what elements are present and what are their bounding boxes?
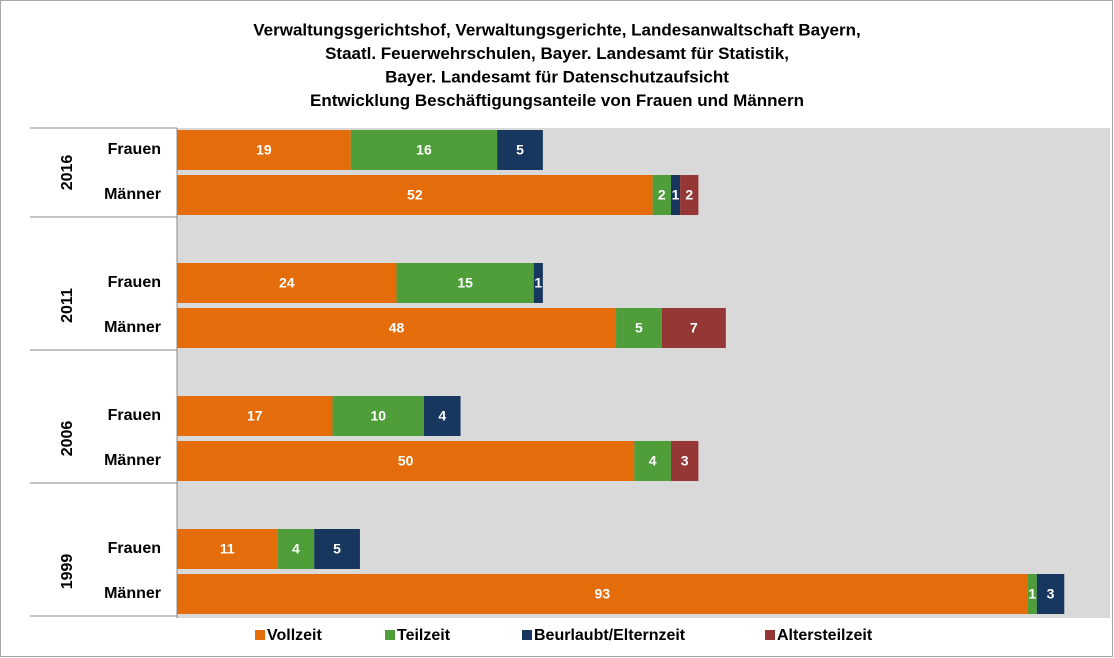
data-label: 2 [685,187,693,203]
data-label: 5 [333,541,341,557]
bar-segment [661,308,726,348]
bar-segment [314,529,360,569]
bar-segment [680,175,699,215]
data-label: 52 [407,187,423,203]
bar-segment [670,441,699,481]
y-tick-label: Männer [104,186,161,203]
y-tick-label: Männer [104,585,161,602]
y-tick-label: Frauen [108,274,161,291]
data-label: 5 [516,142,524,158]
data-label: 1 [672,187,680,203]
data-label: 3 [681,453,689,469]
chart-title: Verwaltungsgerichtshof, Verwaltungsgeric… [253,20,860,39]
legend-swatch [765,630,775,640]
group-label: 2016 [59,155,76,191]
data-label: 19 [256,142,272,158]
bar-segment [1027,574,1037,614]
bar-segment [177,529,278,569]
data-label: 16 [416,142,432,158]
data-label: 5 [635,320,643,336]
y-tick-label: Männer [104,319,161,336]
legend-label: Teilzeit [397,627,451,644]
data-label: 93 [595,586,611,602]
bar-segment [332,396,424,436]
bar-segment [634,441,671,481]
data-label: 10 [370,408,386,424]
bar-segment [177,441,635,481]
data-label: 4 [438,408,446,424]
data-label: 1 [1028,586,1036,602]
bar-segment [177,263,397,303]
data-label: 50 [398,453,414,469]
legend-label: Beurlaubt/Elternzeit [534,627,686,644]
group-label: 2011 [59,288,76,323]
bar-segment [177,308,617,348]
data-label: 48 [389,320,405,336]
y-tick-label: Frauen [108,407,161,424]
bar-segment [177,396,333,436]
legend-label: Altersteilzeit [777,627,873,644]
legend-swatch [522,630,532,640]
legend-label: Vollzeit [267,627,322,644]
bar-segment [350,130,498,170]
y-tick-label: Männer [104,452,161,469]
bar-segment [177,130,351,170]
bar-segment [277,529,315,569]
y-tick-label: Frauen [108,540,161,557]
data-label: 17 [247,408,263,424]
data-label: 4 [649,453,657,469]
bar-segment [177,574,1028,614]
bar-segment [177,175,653,215]
chart-title: Bayer. Landesamt für Datenschutzaufsicht [385,67,729,86]
data-label: 7 [690,320,698,336]
data-label: 4 [292,541,300,557]
data-label: 2 [658,187,666,203]
group-label: 2006 [59,421,76,457]
data-label: 24 [279,275,295,291]
legend-swatch [255,630,265,640]
chart-title: Entwicklung Beschäftigungsanteile von Fr… [310,91,804,110]
data-label: 11 [220,541,235,557]
bar-segment [533,263,543,303]
bar-segment [616,308,662,348]
bar-segment [652,175,671,215]
data-label: 15 [457,275,473,291]
data-label: 3 [1047,586,1055,602]
bar-segment [1036,574,1065,614]
bar-segment [396,263,534,303]
legend-swatch [385,630,395,640]
bar-segment [670,175,681,215]
data-label: 1 [534,275,542,291]
chart-title: Staatl. Feuerwehrschulen, Bayer. Landesa… [325,44,789,63]
group-label: 1999 [59,554,76,590]
bar-segment [423,396,461,436]
bar-segment [497,130,543,170]
y-tick-label: Frauen [108,141,161,158]
